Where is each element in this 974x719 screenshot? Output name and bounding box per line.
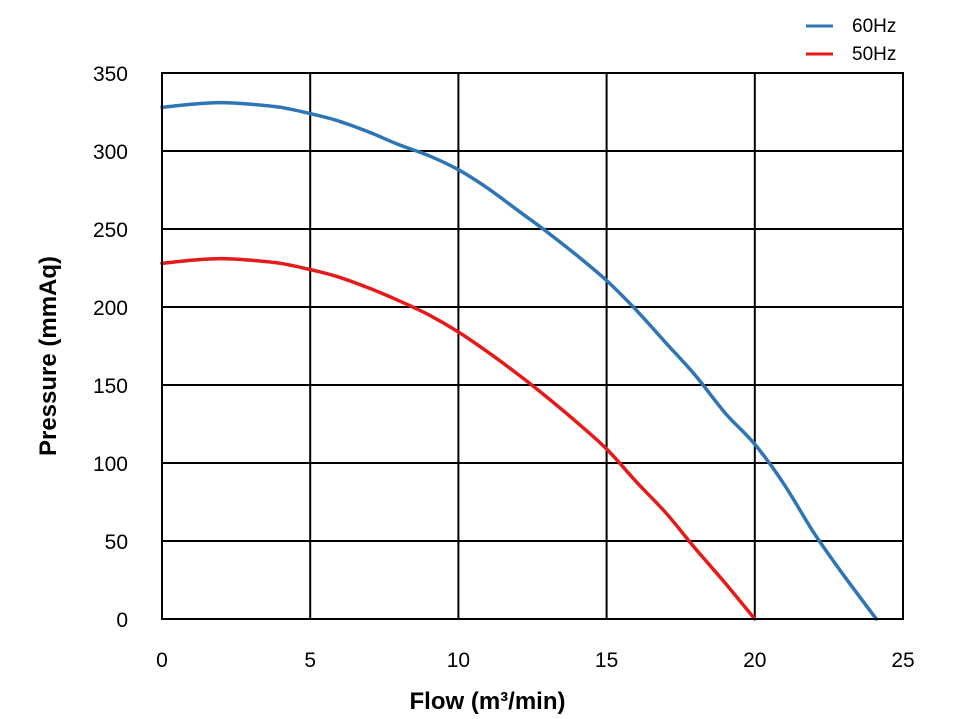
y-tick-label: 200 [93, 297, 128, 320]
x-tick-label: 20 [743, 649, 766, 672]
series-line-60hz [160, 100, 879, 621]
y-tick-label: 350 [93, 63, 128, 86]
legend-label-50hz: 50Hz [852, 44, 896, 65]
x-tick-label: 15 [595, 649, 618, 672]
x-axis-title: Flow (m³/min) [410, 688, 566, 715]
y-tick-label: 50 [105, 531, 128, 554]
x-tick-label: 10 [447, 649, 470, 672]
legend: 60Hz 50Hz [806, 16, 896, 65]
y-axis-title: Pressure (mmAq) [35, 256, 62, 456]
series-lines [160, 100, 879, 621]
y-tick-label: 250 [93, 219, 128, 242]
y-tick-label: 300 [93, 141, 128, 164]
y-tick-label: 150 [93, 375, 128, 398]
y-tick-label: 0 [116, 609, 128, 632]
gridlines [161, 72, 904, 620]
series-line-50hz [160, 256, 757, 621]
plot-frame [161, 72, 904, 620]
x-tick-label: 25 [891, 649, 914, 672]
x-tick-labels: 0 5 10 15 20 25 [156, 649, 915, 672]
y-tick-labels: 0 50 100 150 200 250 300 350 [93, 63, 128, 632]
legend-label-60hz: 60Hz [852, 16, 896, 37]
x-tick-label: 5 [304, 649, 316, 672]
x-tick-label: 0 [156, 649, 168, 672]
y-tick-label: 100 [93, 453, 128, 476]
